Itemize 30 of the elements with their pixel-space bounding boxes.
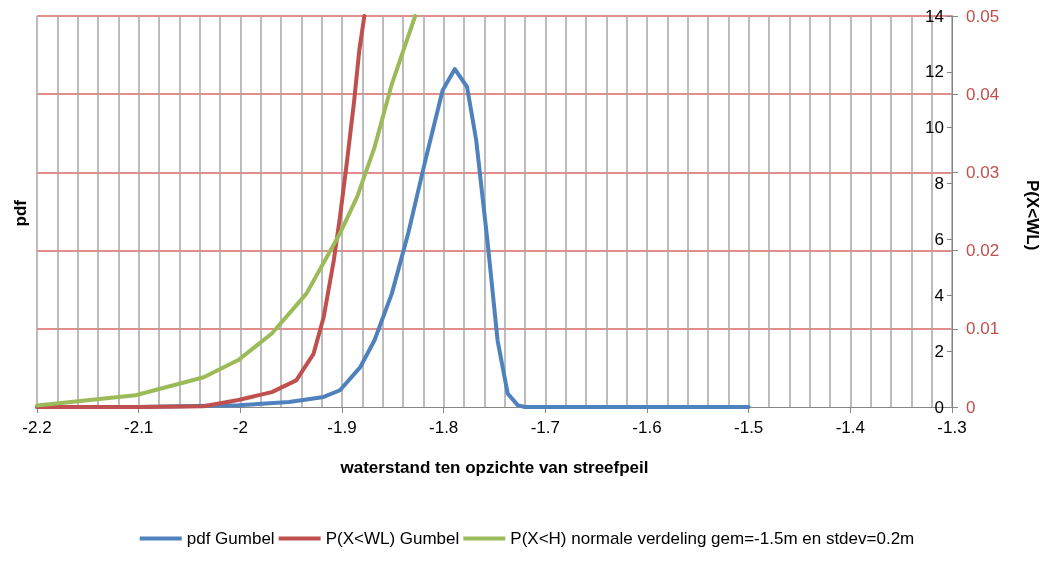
x-tick-label: -2.2 <box>22 418 52 437</box>
y-tick-label: 12 <box>925 62 944 82</box>
y2-tick-label: 0.03 <box>966 162 1000 182</box>
y2-tick-label: 0.01 <box>966 319 1000 339</box>
x-tick-label: -1.7 <box>530 418 560 437</box>
y-tick-label: 10 <box>925 118 944 138</box>
x-tick-label: -1.8 <box>429 418 459 437</box>
y-tick-label: 6 <box>934 229 944 249</box>
y2-tick-label: 0.05 <box>966 6 1000 26</box>
x-axis-title: waterstand ten opzichte van streefpeil <box>339 458 649 477</box>
y2-tick-label: 0.04 <box>966 84 1000 104</box>
y-tick-label: 0 <box>934 397 944 417</box>
y-axis-title: pdf <box>11 199 30 227</box>
legend-label: pdf Gumbel <box>186 529 275 548</box>
x-tick-label: -2.1 <box>124 418 154 437</box>
x-tick-label: -1.4 <box>835 418 865 437</box>
x-tick-label: -1.5 <box>734 418 764 437</box>
x-tick-label: -1.3 <box>937 418 967 437</box>
y2-tick-label: 0 <box>966 397 976 417</box>
y-tick-label: 8 <box>934 174 944 194</box>
y2-tick-label: 0.02 <box>966 241 1000 261</box>
y2-axis-title: P(X<WL) <box>1023 180 1042 251</box>
x-tick-label: -1.9 <box>327 418 357 437</box>
y-tick-label: 14 <box>925 6 944 26</box>
legend-label: P(X<H) normale verdeling gem=-1.5m en stdev=0.2m <box>510 529 915 548</box>
legend-label: P(X<WL) Gumbel <box>325 529 460 548</box>
x-tick-label: -1.6 <box>632 418 662 437</box>
x-tick-label: -2 <box>232 418 248 437</box>
y-tick-label: 4 <box>934 285 944 305</box>
y-tick-label: 2 <box>934 341 944 361</box>
